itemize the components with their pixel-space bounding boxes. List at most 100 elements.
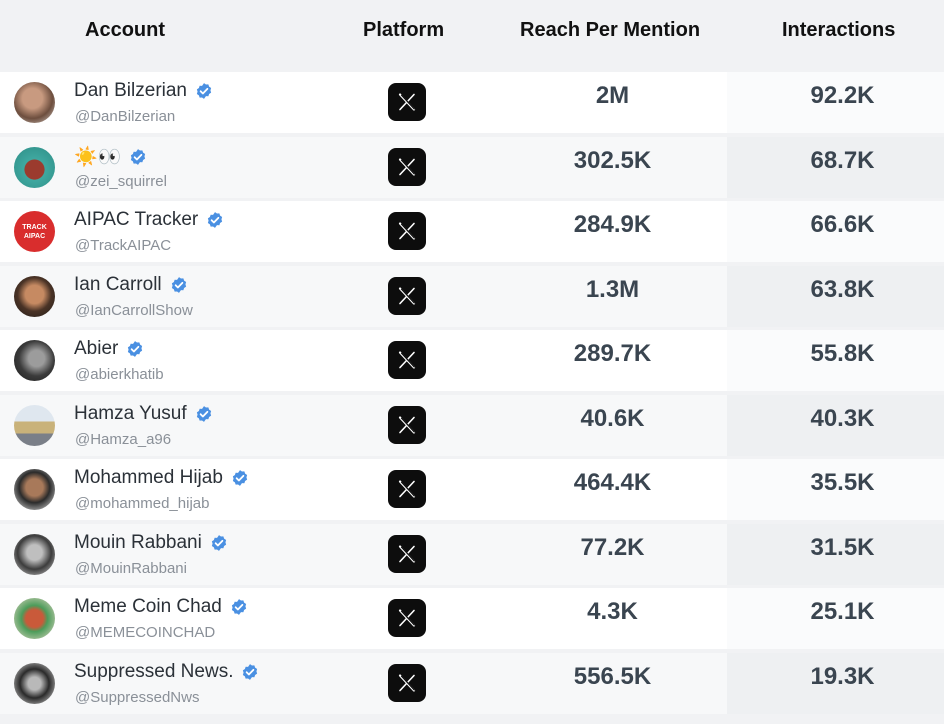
account-name[interactable]: AIPAC Tracker: [74, 209, 224, 231]
account-name-text: Ian Carroll: [74, 273, 162, 295]
avatar-track-aipac-icon: TRACK AIPAC: [22, 223, 47, 240]
reach-per-mention-value: 284.9K: [573, 211, 652, 238]
reach-per-mention-value: 289.7K: [573, 340, 652, 367]
x-platform-icon[interactable]: [388, 341, 426, 379]
account-handle[interactable]: @SuppressedNws: [75, 688, 200, 706]
x-platform-icon[interactable]: [388, 83, 426, 121]
verified-badge-icon: [131, 148, 146, 165]
account-name-text: Suppressed News.: [74, 660, 234, 682]
verified-badge-icon: [243, 663, 258, 680]
account-name-text: AIPAC Tracker: [74, 209, 199, 230]
x-platform-icon[interactable]: [388, 212, 426, 250]
table-row[interactable]: TRACK AIPAC AIPAC Tracker @TrackAIPAC 284…: [0, 201, 944, 262]
account-name[interactable]: Ian Carroll: [74, 274, 188, 296]
reach-per-mention-value: 2M: [595, 82, 630, 109]
interactions-column-shade: [727, 459, 944, 520]
x-logo-icon: [398, 544, 416, 563]
table-row[interactable]: Dan Bilzerian @DanBilzerian 2M 92.2K: [0, 72, 944, 133]
reach-per-mention-value: 1.3M: [585, 275, 640, 303]
interactions-column-shade: [727, 394, 944, 456]
table-row[interactable]: Meme Coin Chad @MEMECOINCHAD 4.3K 25.1K: [0, 588, 944, 649]
table-row[interactable]: ☀️👀 @zei_squirrel 302.5K 68.7K: [0, 136, 944, 198]
verified-badge-icon: [211, 534, 226, 551]
account-handle[interactable]: @IanCarrollShow: [75, 301, 193, 319]
account-name[interactable]: ☀️👀: [74, 145, 147, 169]
account-handle[interactable]: @DanBilzerian: [75, 108, 176, 125]
account-name-text: Abier: [74, 338, 119, 359]
x-logo-icon: [398, 480, 416, 498]
account-handle[interactable]: @abierkhatib: [75, 366, 164, 383]
avatar[interactable]: [14, 82, 55, 123]
x-logo-icon: [398, 609, 416, 627]
avatar[interactable]: [14, 146, 55, 188]
table-row[interactable]: Mohammed Hijab @mohammed_hijab 464.4K 35…: [0, 459, 944, 520]
reach-column-header[interactable]: Reach Per Mention: [520, 19, 701, 41]
verified-badge-icon: [208, 212, 223, 228]
account-handle[interactable]: @Hamza_a96: [75, 430, 172, 448]
account-column-header[interactable]: Account: [85, 19, 165, 41]
interactions-column-shade: [727, 523, 944, 585]
x-platform-icon[interactable]: [388, 276, 426, 315]
table-row[interactable]: Hamza Yusuf @Hamza_a96 40.6K 40.3K: [0, 394, 944, 456]
account-name-text: Dan Bilzerian: [74, 80, 187, 101]
interactions-column-shade: [727, 588, 944, 649]
account-name-text: Meme Coin Chad: [74, 596, 222, 617]
interactions-value: 40.3K: [810, 404, 875, 432]
interactions-column-header[interactable]: Interactions: [782, 19, 896, 41]
avatar[interactable]: [14, 404, 55, 446]
account-handle[interactable]: @TrackAIPAC: [75, 237, 172, 254]
avatar[interactable]: [14, 275, 55, 317]
reach-per-mention-value: 556.5K: [573, 662, 652, 690]
interactions-value: 35.5K: [810, 469, 875, 496]
x-logo-icon: [398, 673, 416, 692]
avatar[interactable]: [14, 598, 55, 639]
reach-per-mention-value: 302.5K: [573, 146, 652, 174]
x-platform-icon[interactable]: [388, 663, 426, 702]
platform-column-header[interactable]: Platform: [363, 19, 445, 41]
verified-badge-icon: [171, 276, 186, 293]
x-logo-icon: [398, 157, 416, 176]
account-name[interactable]: Hamza Yusuf: [74, 403, 213, 425]
avatar[interactable]: [14, 662, 55, 704]
table-row[interactable]: Abier @abierkhatib 289.7K 55.8K: [0, 330, 944, 391]
interactions-value: 63.8K: [810, 275, 875, 303]
account-name[interactable]: Mouin Rabbani: [74, 532, 228, 554]
x-logo-icon: [398, 351, 416, 369]
interactions-value: 31.5K: [810, 533, 875, 561]
interactions-value: 25.1K: [810, 598, 875, 625]
account-name[interactable]: Suppressed News.: [74, 661, 259, 683]
x-platform-icon[interactable]: [388, 405, 426, 444]
interactions-column-shade: [727, 72, 944, 133]
account-handle[interactable]: @MEMECOINCHAD: [75, 624, 216, 641]
x-logo-icon: [398, 286, 416, 305]
x-platform-icon[interactable]: [388, 599, 426, 637]
table-row[interactable]: Mouin Rabbani @MouinRabbani 77.2K 31.5K: [0, 523, 944, 585]
x-logo-icon: [398, 93, 416, 111]
interactions-value: 66.6K: [810, 211, 875, 238]
account-name[interactable]: Abier: [74, 338, 144, 360]
reach-per-mention-value: 4.3K: [587, 598, 638, 625]
account-handle[interactable]: @mohammed_hijab: [75, 495, 210, 512]
account-name[interactable]: Meme Coin Chad: [74, 596, 248, 618]
x-platform-icon[interactable]: [388, 470, 426, 508]
reach-per-mention-value: 40.6K: [580, 404, 645, 432]
table-row[interactable]: Suppressed News. @SuppressedNws 556.5K 1…: [0, 652, 944, 714]
account-name-text: Mouin Rabbani: [74, 531, 202, 553]
account-handle[interactable]: @zei_squirrel: [75, 172, 167, 190]
account-handle[interactable]: @MouinRabbani: [75, 559, 187, 577]
reach-per-mention-value: 77.2K: [580, 533, 645, 561]
x-platform-icon[interactable]: [388, 147, 426, 186]
table-row[interactable]: Ian Carroll @IanCarrollShow 1.3M 63.8K: [0, 265, 944, 327]
avatar[interactable]: [14, 469, 55, 510]
interactions-column-shade: [727, 265, 944, 327]
x-logo-icon: [398, 415, 416, 434]
verified-badge-icon: [196, 83, 212, 99]
avatar[interactable]: [14, 340, 55, 381]
verified-badge-icon: [231, 599, 246, 615]
account-name[interactable]: Mohammed Hijab: [74, 467, 249, 489]
account-name[interactable]: Dan Bilzerian: [74, 80, 213, 102]
avatar[interactable]: TRACK AIPAC: [14, 211, 55, 252]
x-platform-icon[interactable]: [388, 534, 426, 573]
avatar[interactable]: [14, 533, 55, 575]
